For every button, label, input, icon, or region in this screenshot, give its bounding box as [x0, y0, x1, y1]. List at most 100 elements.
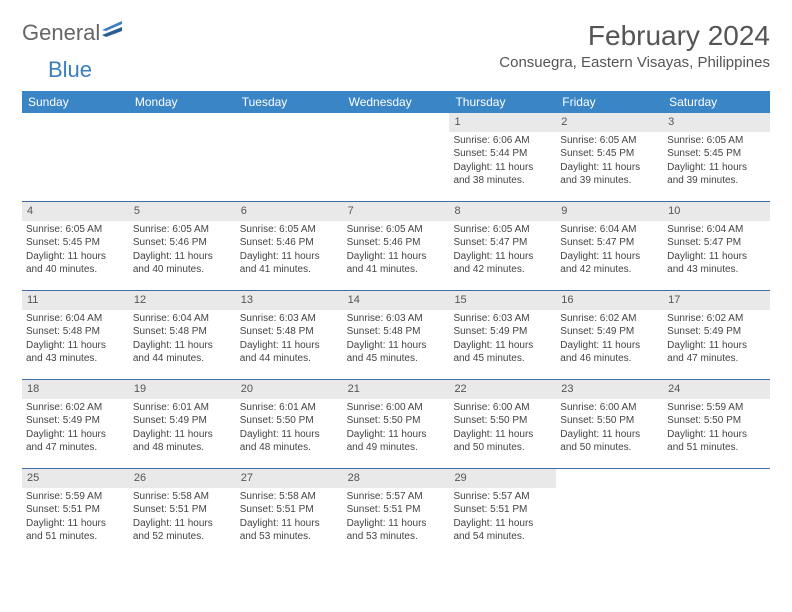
day-cell: 8Sunrise: 6:05 AMSunset: 5:47 PMDaylight…	[449, 202, 556, 290]
day-cell: 24Sunrise: 5:59 AMSunset: 5:50 PMDayligh…	[663, 380, 770, 468]
day-details: Sunrise: 5:59 AMSunset: 5:50 PMDaylight:…	[663, 401, 770, 459]
sunset-line: Sunset: 5:47 PM	[667, 236, 766, 250]
weekday-wednesday: Wednesday	[343, 91, 450, 113]
title-block: February 2024 Consuegra, Eastern Visayas…	[499, 20, 770, 71]
sunrise-line: Sunrise: 6:05 AM	[347, 223, 446, 237]
empty-cell: .	[22, 113, 129, 201]
daylight-line: Daylight: 11 hours and 42 minutes.	[560, 250, 659, 277]
day-cell: 9Sunrise: 6:04 AMSunset: 5:47 PMDaylight…	[556, 202, 663, 290]
day-number: 25	[22, 469, 129, 488]
day-details: Sunrise: 6:03 AMSunset: 5:49 PMDaylight:…	[449, 312, 556, 370]
day-details: Sunrise: 6:05 AMSunset: 5:46 PMDaylight:…	[129, 223, 236, 281]
day-details: Sunrise: 6:05 AMSunset: 5:46 PMDaylight:…	[236, 223, 343, 281]
day-details: Sunrise: 6:05 AMSunset: 5:45 PMDaylight:…	[22, 223, 129, 281]
day-cell: 21Sunrise: 6:00 AMSunset: 5:50 PMDayligh…	[343, 380, 450, 468]
sunset-line: Sunset: 5:46 PM	[347, 236, 446, 250]
day-cell: 25Sunrise: 5:59 AMSunset: 5:51 PMDayligh…	[22, 469, 129, 557]
sunrise-line: Sunrise: 5:57 AM	[347, 490, 446, 504]
sunrise-line: Sunrise: 6:05 AM	[26, 223, 125, 237]
daylight-line: Daylight: 11 hours and 43 minutes.	[667, 250, 766, 277]
daylight-line: Daylight: 11 hours and 50 minutes.	[453, 428, 552, 455]
day-details: Sunrise: 6:06 AMSunset: 5:44 PMDaylight:…	[449, 134, 556, 192]
daylight-line: Daylight: 11 hours and 39 minutes.	[667, 161, 766, 188]
day-cell: 5Sunrise: 6:05 AMSunset: 5:46 PMDaylight…	[129, 202, 236, 290]
day-cell: 29Sunrise: 5:57 AMSunset: 5:51 PMDayligh…	[449, 469, 556, 557]
day-details: Sunrise: 6:00 AMSunset: 5:50 PMDaylight:…	[343, 401, 450, 459]
day-details: Sunrise: 6:01 AMSunset: 5:49 PMDaylight:…	[129, 401, 236, 459]
sunrise-line: Sunrise: 6:04 AM	[667, 223, 766, 237]
daylight-line: Daylight: 11 hours and 53 minutes.	[347, 517, 446, 544]
day-number: 3	[663, 113, 770, 132]
sunset-line: Sunset: 5:49 PM	[133, 414, 232, 428]
day-number: 19	[129, 380, 236, 399]
sunrise-line: Sunrise: 6:03 AM	[347, 312, 446, 326]
sunset-line: Sunset: 5:47 PM	[453, 236, 552, 250]
day-details: Sunrise: 5:57 AMSunset: 5:51 PMDaylight:…	[343, 490, 450, 548]
sunset-line: Sunset: 5:47 PM	[560, 236, 659, 250]
daylight-line: Daylight: 11 hours and 41 minutes.	[347, 250, 446, 277]
day-cell: 11Sunrise: 6:04 AMSunset: 5:48 PMDayligh…	[22, 291, 129, 379]
day-details: Sunrise: 6:05 AMSunset: 5:47 PMDaylight:…	[449, 223, 556, 281]
sunrise-line: Sunrise: 6:01 AM	[133, 401, 232, 415]
weekday-sunday: Sunday	[22, 91, 129, 113]
sunset-line: Sunset: 5:44 PM	[453, 147, 552, 161]
sunset-line: Sunset: 5:45 PM	[667, 147, 766, 161]
sunrise-line: Sunrise: 6:06 AM	[453, 134, 552, 148]
daylight-line: Daylight: 11 hours and 46 minutes.	[560, 339, 659, 366]
day-cell: 4 Sunrise: 6:05 AMSunset: 5:45 PMDaylight…	[22, 202, 129, 290]
weekday-saturday: Saturday	[663, 91, 770, 113]
day-details: Sunrise: 6:02 AMSunset: 5:49 PMDaylight:…	[22, 401, 129, 459]
day-cell: 2Sunrise: 6:05 AMSunset: 5:45 PMDaylight…	[556, 113, 663, 201]
day-number: 15	[449, 291, 556, 310]
empty-cell: .	[343, 113, 450, 201]
sunset-line: Sunset: 5:51 PM	[240, 503, 339, 517]
daylight-line: Daylight: 11 hours and 45 minutes.	[453, 339, 552, 366]
sunrise-line: Sunrise: 6:02 AM	[560, 312, 659, 326]
day-cell: 26Sunrise: 5:58 AMSunset: 5:51 PMDayligh…	[129, 469, 236, 557]
day-number: 23	[556, 380, 663, 399]
day-cell: 18 Sunrise: 6:02 AMSunset: 5:49 PMDayligh…	[22, 380, 129, 468]
sunset-line: Sunset: 5:50 PM	[667, 414, 766, 428]
day-details: Sunrise: 6:04 AMSunset: 5:48 PMDaylight:…	[129, 312, 236, 370]
day-number: 18	[22, 380, 129, 399]
day-details: Sunrise: 5:57 AMSunset: 5:51 PMDaylight:…	[449, 490, 556, 548]
day-cell: 27Sunrise: 5:58 AMSunset: 5:51 PMDayligh…	[236, 469, 343, 557]
day-number: 10	[663, 202, 770, 221]
sunset-line: Sunset: 5:50 PM	[560, 414, 659, 428]
sunset-line: Sunset: 5:48 PM	[240, 325, 339, 339]
day-cell: 16Sunrise: 6:02 AMSunset: 5:49 PMDayligh…	[556, 291, 663, 379]
day-cell: 3Sunrise: 6:05 AMSunset: 5:45 PMDaylight…	[663, 113, 770, 201]
daylight-line: Daylight: 11 hours and 48 minutes.	[240, 428, 339, 455]
day-number: 4	[22, 202, 129, 221]
daylight-line: Daylight: 11 hours and 41 minutes.	[240, 250, 339, 277]
day-cell: 23 Sunrise: 6:00 AMSunset: 5:50 PMDayligh…	[556, 380, 663, 468]
sunset-line: Sunset: 5:50 PM	[453, 414, 552, 428]
sunrise-line: Sunrise: 6:04 AM	[560, 223, 659, 237]
day-cell: 19 Sunrise: 6:01 AMSunset: 5:49 PMDayligh…	[129, 380, 236, 468]
brand-part2: Blue	[48, 57, 92, 83]
day-number: 7	[343, 202, 450, 221]
day-details: Sunrise: 6:00 AMSunset: 5:50 PMDaylight:…	[556, 401, 663, 459]
brand-part1: General	[22, 20, 100, 46]
daylight-line: Daylight: 11 hours and 51 minutes.	[667, 428, 766, 455]
day-details: Sunrise: 6:00 AMSunset: 5:50 PMDaylight:…	[449, 401, 556, 459]
sunset-line: Sunset: 5:50 PM	[240, 414, 339, 428]
empty-cell: .	[663, 469, 770, 557]
day-details: Sunrise: 6:04 AMSunset: 5:47 PMDaylight:…	[663, 223, 770, 281]
sunset-line: Sunset: 5:45 PM	[560, 147, 659, 161]
day-number: 16	[556, 291, 663, 310]
sunrise-line: Sunrise: 6:02 AM	[26, 401, 125, 415]
sunrise-line: Sunrise: 6:05 AM	[133, 223, 232, 237]
day-details: Sunrise: 6:01 AMSunset: 5:50 PMDaylight:…	[236, 401, 343, 459]
sunrise-line: Sunrise: 6:02 AM	[667, 312, 766, 326]
daylight-line: Daylight: 11 hours and 45 minutes.	[347, 339, 446, 366]
sunset-line: Sunset: 5:45 PM	[26, 236, 125, 250]
sunrise-line: Sunrise: 6:03 AM	[453, 312, 552, 326]
day-number: 28	[343, 469, 450, 488]
daylight-line: Daylight: 11 hours and 54 minutes.	[453, 517, 552, 544]
day-details: Sunrise: 5:58 AMSunset: 5:51 PMDaylight:…	[129, 490, 236, 548]
daylight-line: Daylight: 11 hours and 42 minutes.	[453, 250, 552, 277]
sunset-line: Sunset: 5:48 PM	[133, 325, 232, 339]
day-details: Sunrise: 6:04 AMSunset: 5:47 PMDaylight:…	[556, 223, 663, 281]
day-cell: 14Sunrise: 6:03 AMSunset: 5:48 PMDayligh…	[343, 291, 450, 379]
